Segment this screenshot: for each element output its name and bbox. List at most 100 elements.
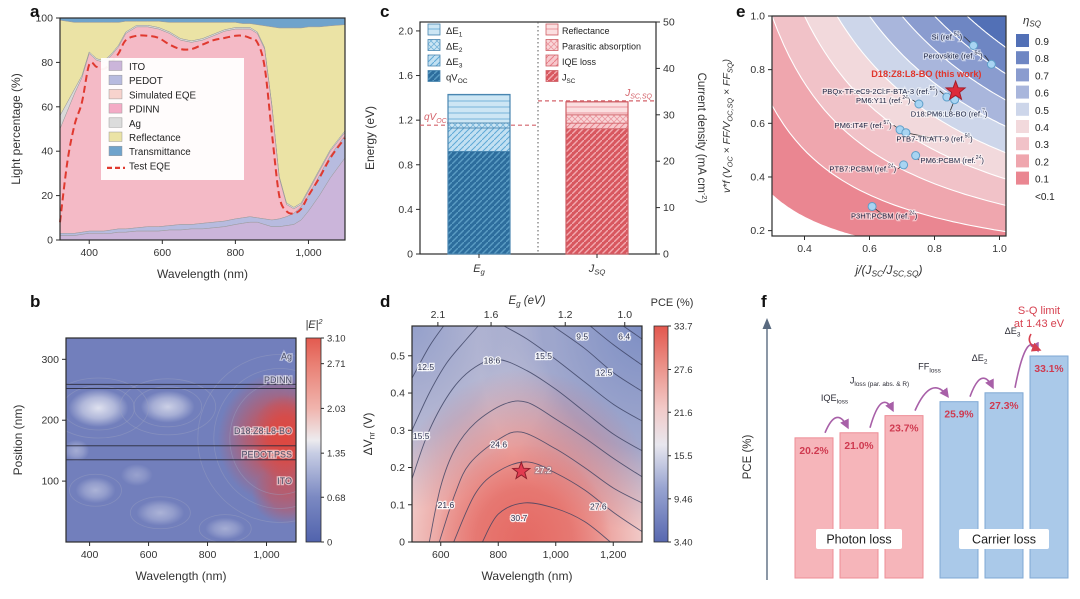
- y-tick-label: 100: [41, 476, 59, 488]
- y-tick-label: 0: [47, 235, 53, 247]
- bar-category-label: JSQ​: [588, 263, 606, 277]
- colorbar-tick-label: 33.7: [674, 322, 693, 333]
- point-label: PM6:PCBM (ref.24​): [921, 155, 985, 165]
- y-axis-label: Position (nm): [11, 405, 25, 476]
- x-axis-label: j/(JSC​/JSC,SQ​): [853, 263, 922, 279]
- contour-label: 30.7: [511, 513, 528, 523]
- pce-bar-2: [839, 432, 879, 579]
- legend-swatch: [545, 70, 559, 82]
- colorbar-title: |E|2​: [305, 317, 322, 331]
- layer-label-ito: ITO: [277, 476, 292, 486]
- pce-bar-4: [939, 401, 979, 579]
- x-tick-label: 1,200: [600, 549, 626, 561]
- contour-label: 27.6: [590, 502, 607, 512]
- colorbar-title: PCE (%): [651, 297, 694, 309]
- y-tick-label: 20: [41, 190, 53, 202]
- plot-frame: [59, 17, 346, 241]
- legend-label: Reflectance: [562, 26, 610, 36]
- y-tick-label: 100: [35, 13, 53, 25]
- loss-arrow-label: Jloss (par. abs. & R)​: [850, 376, 909, 389]
- jsc-sq-label: JSC,SQ​: [624, 88, 652, 101]
- contour-line-6.4: [623, 326, 642, 340]
- point-label: P3HT:PCBM (ref.24​): [851, 211, 918, 221]
- group-label-box: [959, 529, 1049, 549]
- legend-label: 0.2: [1035, 157, 1049, 168]
- x-tick-label: 0.4: [797, 243, 812, 255]
- legend-label: IQE loss: [562, 57, 597, 67]
- legend-label: 0.6: [1035, 89, 1049, 100]
- x-tick-label: 600: [432, 549, 450, 561]
- legend-swatch: [1016, 102, 1029, 116]
- sq-limit-label-2: at 1.43 eV: [1014, 318, 1065, 330]
- y-tick-label: 0.4: [750, 171, 765, 183]
- contour-label: 12.5: [418, 362, 435, 372]
- x-tick-label: 0.8: [927, 243, 942, 255]
- panel-b-chart: Ag PDINN D18:Z8:L8-BO PEDOT:PSS ITO 400 600 800…: [11, 317, 346, 583]
- colorbar: [653, 325, 669, 543]
- legend-label: Simulated EQE: [129, 90, 196, 101]
- data-point: [914, 99, 924, 109]
- colorbar: [305, 337, 322, 543]
- top-tick-label: 2.1: [431, 309, 446, 321]
- contour-label: 24.6: [491, 439, 508, 449]
- colorbar-tick-label: 9.46: [674, 494, 693, 505]
- legend-box: [101, 58, 244, 180]
- star-value-label: 27.2: [535, 465, 552, 475]
- legend-swatch: [1016, 171, 1029, 185]
- left-axis-label: Energy (eV): [363, 106, 377, 170]
- x-tick-label: 1,000: [253, 549, 279, 561]
- y-tick-label: 0.1: [390, 499, 405, 511]
- left-tick-label: 1.6: [398, 70, 413, 82]
- legend-swatch: [1016, 154, 1029, 168]
- left-tick-label: 0: [407, 249, 413, 261]
- loss-arrow-label: ΔE2​: [972, 353, 988, 366]
- x-tick-label: 0.6: [862, 243, 877, 255]
- bar-value-label: 33.1%: [1034, 364, 1063, 375]
- legend-label: PEDOT: [129, 76, 163, 87]
- legend-swatch: [427, 39, 441, 51]
- contour-line-9.5: [590, 326, 642, 366]
- loss-arrow-label: IQEloss​: [821, 393, 848, 406]
- colorbar-tick-label: 2.03: [327, 404, 346, 415]
- panel-c-chart: qVOC,SQ​JSC,SQ​Eg​JSQ​00.40.81.21.62.001…: [363, 17, 709, 277]
- legend-swatch: [108, 89, 123, 100]
- loss-arrow: [869, 401, 894, 428]
- panel-d: d 12.5 15.5 21.6 18.6 15.5 24.6 30.7 27.6 12.5 9.…: [356, 292, 712, 598]
- contour-label: 9.5: [576, 331, 588, 341]
- contour-line-12.5: [552, 326, 642, 392]
- this-work-star: [944, 79, 967, 101]
- loss-arrow: [969, 377, 994, 397]
- panel-letter-c: c: [380, 2, 390, 21]
- legend-label: 0.1: [1035, 175, 1049, 186]
- contour-label: 15.5: [413, 431, 430, 441]
- top-tick-label: 1.2: [558, 309, 573, 321]
- top-tick-label: 1.6: [484, 309, 499, 321]
- y-tick-label: 80: [41, 57, 53, 69]
- legend-swatch: [108, 117, 123, 128]
- data-point: [986, 59, 996, 69]
- panel-d-chart: 12.5 15.5 21.6 18.6 15.5 24.6 30.7 27.6 12.5 9.5 6…: [361, 295, 694, 583]
- y-tick-label: 0.3: [390, 425, 405, 437]
- group-label: Carrier loss: [972, 533, 1036, 547]
- legend-swatch: [108, 74, 123, 85]
- colorbar-tick-label: 0.68: [327, 493, 346, 504]
- x-tick-label: 400: [81, 549, 99, 561]
- y-axis-label: Light percentage (%): [9, 73, 23, 184]
- contour-line-30.7: [482, 502, 611, 542]
- panel-letter-f: f: [761, 292, 767, 311]
- sq-limit-arrow: [1028, 333, 1042, 352]
- legend-swatch: [427, 54, 441, 67]
- y-tick-label: 200: [41, 415, 59, 427]
- right-tick-label: 40: [663, 63, 675, 75]
- contour-label: 6.4: [618, 331, 630, 341]
- top-axis-label: Eg​ (eV): [508, 295, 545, 309]
- panel-letter-a: a: [30, 2, 40, 21]
- y-tick-label: 40: [41, 146, 53, 158]
- bar-segment: [447, 94, 511, 124]
- legend-swatch: [108, 60, 123, 71]
- right-tick-label: 50: [663, 17, 675, 29]
- y-tick-label: 0.2: [750, 225, 765, 237]
- contour-label: 18.6: [484, 355, 501, 365]
- legend-label: qVOC​: [446, 73, 468, 86]
- layer-label-ag: Ag: [281, 351, 292, 361]
